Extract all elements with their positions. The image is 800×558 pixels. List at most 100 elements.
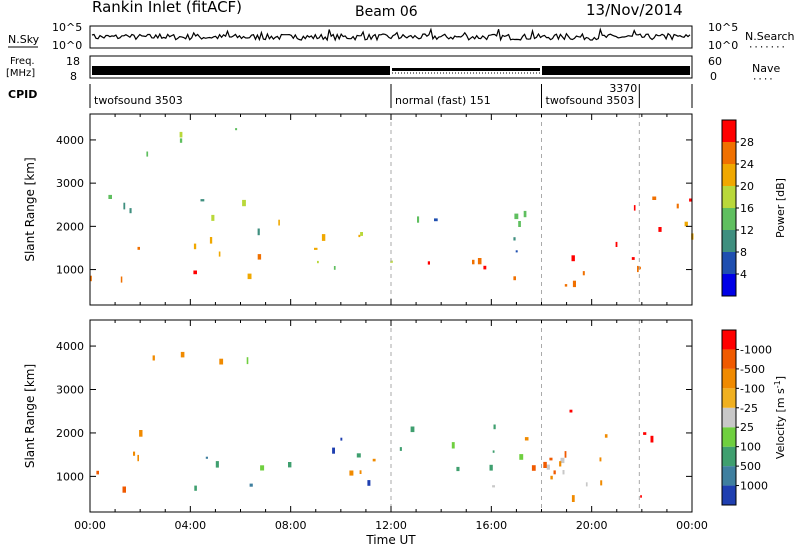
colorbar-swatch <box>722 252 736 274</box>
data-cell <box>372 458 376 462</box>
nsky-trace <box>91 27 691 42</box>
data-cell <box>333 266 336 270</box>
svg-text:····: ···· <box>752 75 774 85</box>
data-cell <box>571 495 575 502</box>
colorbar-tick-label: -25 <box>740 402 758 415</box>
data-cell <box>550 475 553 480</box>
freq-panel: Freq. [MHz] 18 8 60 0 Nave ···· <box>6 55 780 85</box>
nsky-label: N.Sky <box>8 33 40 46</box>
nsky-tick-top: 10^5 <box>52 21 82 34</box>
data-cells <box>96 351 654 502</box>
x-tick-label: 00:00 <box>74 519 106 532</box>
data-cell <box>321 234 326 241</box>
colorbar-swatch <box>722 368 736 389</box>
data-cell <box>358 234 361 238</box>
data-cell <box>492 485 495 488</box>
colorbar-swatch <box>722 186 736 208</box>
colorbar: 4 8 12 16 20 24 28 Power [dB] <box>721 119 787 297</box>
colorbar-tick-label: -100 <box>740 382 765 395</box>
colorbar-swatch <box>722 446 736 467</box>
data-cell <box>519 454 524 460</box>
data-cell <box>650 435 654 443</box>
data-cell <box>560 457 565 464</box>
data-cell <box>367 480 371 486</box>
data-cell <box>492 450 495 453</box>
data-cell <box>129 208 132 214</box>
colorbar-tick-label: 1000 <box>740 480 768 493</box>
power-panel: 1000 2000 3000 4000 Slant Range [km] 4 8 12 16 20… <box>23 113 787 306</box>
data-cell <box>600 480 603 486</box>
data-cell <box>219 358 224 365</box>
y-tick-label: 3000 <box>56 177 84 190</box>
data-cell <box>546 464 550 470</box>
beam-title: Beam 06 <box>355 4 418 20</box>
data-cell <box>194 485 197 491</box>
data-cell <box>179 131 183 138</box>
data-cell <box>399 447 402 451</box>
y-tick-label: 1000 <box>56 470 84 483</box>
data-cell <box>360 232 363 236</box>
data-cell <box>456 466 460 472</box>
x-tick-label: 20:00 <box>576 519 608 532</box>
data-cell <box>257 254 262 260</box>
colorbar: 1000 500 100 25 -25 -100 -500 -1000 Velocity [m … <box>721 329 787 506</box>
data-cell <box>582 271 585 276</box>
data-cell <box>615 241 618 247</box>
data-cell <box>652 196 657 200</box>
data-cell <box>489 464 493 471</box>
data-cell <box>523 210 527 218</box>
colorbar-tick-label: 20 <box>740 180 754 193</box>
colorbar-label: Velocity [m s-1] <box>773 376 787 459</box>
data-cell <box>524 437 529 441</box>
freq-band-3 <box>542 66 690 75</box>
data-cell <box>340 437 343 441</box>
data-cell <box>122 486 126 493</box>
data-cell <box>676 203 679 209</box>
data-cell <box>472 259 475 265</box>
y-tick-label: 2000 <box>56 220 84 233</box>
data-cell <box>599 457 602 462</box>
nsearch-tick-bottom: 10^0 <box>708 39 738 52</box>
y-axis-label: Slant Range [km] <box>23 364 37 468</box>
freq-tick-bottom: 8 <box>70 70 77 83</box>
date-title: 13/Nov/2014 <box>586 1 683 19</box>
data-cell <box>205 456 208 459</box>
colorbar-swatch <box>722 388 736 408</box>
data-cell <box>314 247 318 250</box>
colorbar-tick-label: 28 <box>740 136 754 149</box>
data-cell <box>133 451 136 456</box>
nsearch-tick-top: 10^5 <box>708 21 738 34</box>
data-cell <box>633 205 636 211</box>
data-cell <box>531 465 536 471</box>
colorbar-tick-label: -500 <box>740 363 765 376</box>
colorbar-swatch <box>722 466 736 486</box>
data-cell <box>560 460 564 463</box>
data-cell <box>137 246 140 250</box>
data-cell <box>493 424 496 430</box>
station-title: Rankin Inlet (fitACF) <box>92 0 242 16</box>
colorbar-tick-label: 8 <box>740 246 747 259</box>
data-cell <box>247 273 252 280</box>
data-cell <box>349 470 354 476</box>
freq-band-1 <box>92 66 390 75</box>
data-cell <box>569 409 573 413</box>
data-cell <box>572 280 576 288</box>
cpid-segment-label: twofsound 3503 <box>94 94 183 107</box>
data-cell <box>96 470 99 475</box>
data-cell <box>515 250 518 253</box>
data-cell <box>585 482 588 487</box>
data-cell <box>193 270 197 275</box>
data-cell <box>553 470 556 475</box>
data-cell <box>637 265 639 273</box>
data-cell <box>689 198 692 202</box>
y-tick-label: 1000 <box>56 264 84 277</box>
data-cell <box>215 461 219 468</box>
data-cell <box>152 355 155 361</box>
data-cell <box>427 261 430 265</box>
x-tick-label: 08:00 <box>275 519 307 532</box>
data-cell <box>200 199 205 202</box>
cpid-panel: CPID twofsound 3503 normal (fast) 151 twof… <box>8 82 693 108</box>
data-cell <box>278 219 280 226</box>
